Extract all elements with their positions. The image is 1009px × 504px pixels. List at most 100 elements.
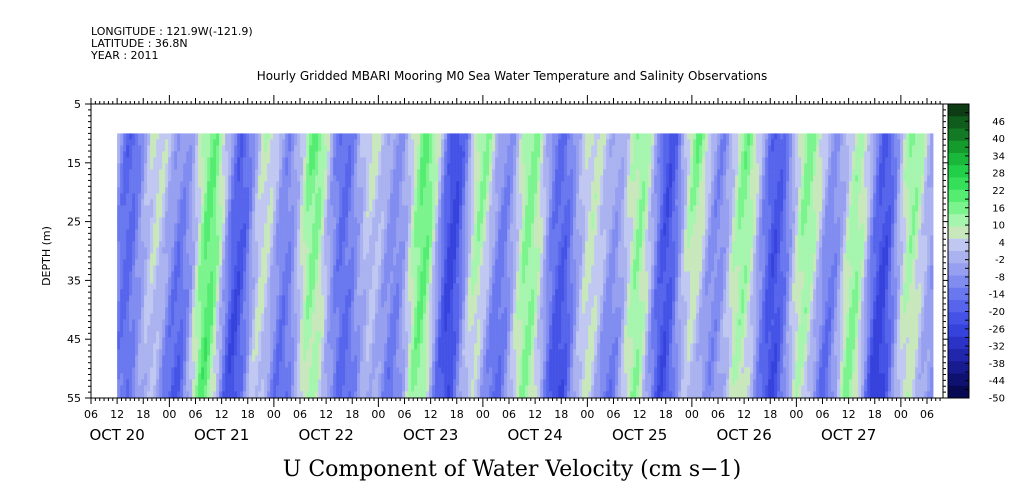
heatmap-cell-102-20 (423, 253, 427, 260)
heatmap-cell-51-22 (270, 265, 274, 272)
heatmap-cell-68-24 (321, 277, 325, 284)
heatmap-cell-49-32 (264, 325, 268, 332)
heatmap-cell-106-0 (435, 133, 439, 140)
heatmap-cell-6-25 (135, 283, 139, 290)
heatmap-cell-4-30 (129, 313, 133, 320)
heatmap-cell-23-9 (186, 187, 190, 194)
heatmap-cell-89-5 (384, 163, 388, 170)
heatmap-cell-80-36 (357, 349, 361, 356)
heatmap-cell-65-30 (312, 313, 316, 320)
heatmap-cell-50-31 (267, 319, 271, 326)
heatmap-cell-8-17 (141, 235, 145, 242)
heatmap-cell-66-6 (315, 169, 319, 176)
heatmap-cell-57-28 (288, 301, 292, 308)
heatmap-cell-76-1 (345, 139, 349, 146)
heatmap-cell-89-19 (384, 247, 388, 254)
heatmap-column-8 (141, 133, 145, 399)
heatmap-cell-33-10 (216, 193, 220, 200)
heatmap-cell-91-16 (390, 229, 394, 236)
heatmap-cell-75-30 (342, 313, 346, 320)
heatmap-cell-99-36 (414, 349, 418, 356)
heatmap-cell-60-1 (297, 139, 301, 146)
heatmap-cell-102-25 (423, 283, 427, 290)
heatmap-cell-41-17 (240, 235, 244, 242)
heatmap-cell-71-4 (330, 157, 334, 164)
heatmap-cell-16-41 (165, 379, 169, 386)
heatmap-cell-90-18 (387, 241, 391, 248)
heatmap-cell-0-36 (117, 349, 121, 356)
heatmap-cell-5-0 (132, 133, 136, 140)
heatmap-cell-32-10 (213, 193, 217, 200)
heatmap-cell-0-4 (117, 157, 121, 164)
heatmap-cell-43-25 (246, 283, 250, 290)
heatmap-cell-29-35 (204, 343, 208, 350)
heatmap-cell-97-2 (408, 145, 412, 152)
heatmap-cell-92-22 (393, 265, 397, 272)
heatmap-cell-27-8 (198, 181, 202, 188)
heatmap-cell-25-30 (192, 313, 196, 320)
heatmap-cell-102-30 (423, 313, 427, 320)
heatmap-cell-25-24 (192, 277, 196, 284)
heatmap-cell-84-27 (369, 295, 373, 302)
heatmap-cell-80-16 (357, 229, 361, 236)
heatmap-cell-91-24 (390, 277, 394, 284)
heatmap-cell-103-8 (426, 181, 430, 188)
heatmap-cell-82-37 (363, 355, 367, 362)
heatmap-cell-13-31 (156, 319, 160, 326)
heatmap-cell-1-32 (120, 325, 124, 332)
heatmap-cell-43-24 (246, 277, 250, 284)
heatmap-cell-79-16 (354, 229, 358, 236)
heatmap-cell-90-25 (387, 283, 391, 290)
heatmap-cell-90-11 (387, 199, 391, 206)
heatmap-cell-63-28 (306, 301, 310, 308)
heatmap-cell-41-42 (240, 385, 244, 392)
heatmap-cell-50-5 (267, 163, 271, 170)
heatmap-cell-103-23 (426, 271, 430, 278)
heatmap-cell-31-12 (210, 205, 214, 212)
heatmap-cell-97-19 (408, 247, 412, 254)
heatmap-cell-74-40 (339, 373, 343, 380)
heatmap-cell-10-43 (147, 391, 151, 398)
heatmap-cell-101-20 (420, 253, 424, 260)
heatmap-cell-94-4 (399, 157, 403, 164)
heatmap-cell-46-29 (255, 307, 259, 314)
heatmap-cell-39-19 (234, 247, 238, 254)
heatmap-cell-8-20 (141, 253, 145, 260)
heatmap-cell-73-33 (336, 331, 340, 338)
heatmap-cell-105-39 (432, 367, 436, 374)
heatmap-cell-64-35 (309, 343, 313, 350)
heatmap-column-52 (273, 133, 277, 399)
heatmap-cell-84-28 (369, 301, 373, 308)
heatmap-cell-54-10 (279, 193, 283, 200)
heatmap-cell-102-35 (423, 343, 427, 350)
heatmap-cell-74-38 (339, 361, 343, 368)
heatmap-cell-55-10 (282, 193, 286, 200)
heatmap-cell-43-33 (246, 331, 250, 338)
heatmap-cell-67-35 (318, 343, 322, 350)
heatmap-cell-80-15 (357, 223, 361, 230)
heatmap-cell-47-31 (258, 319, 262, 326)
heatmap-cell-0-11 (117, 199, 121, 206)
heatmap-cell-69-19 (324, 247, 328, 254)
heatmap-cell-71-34 (330, 337, 334, 344)
heatmap-cell-94-33 (399, 331, 403, 338)
heatmap-cell-49-27 (264, 295, 268, 302)
heatmap-cell-7-19 (138, 247, 142, 254)
heatmap-cell-45-31 (252, 319, 256, 326)
heatmap-cell-51-35 (270, 343, 274, 350)
heatmap-cell-42-9 (243, 187, 247, 194)
heatmap-cell-26-27 (195, 295, 199, 302)
heatmap-cell-43-29 (246, 307, 250, 314)
heatmap-cell-1-35 (120, 343, 124, 350)
heatmap-cell-21-0 (180, 133, 184, 140)
heatmap-cell-51-12 (270, 205, 274, 212)
heatmap-cell-93-41 (396, 379, 400, 386)
heatmap-cell-53-26 (276, 289, 280, 296)
heatmap-cell-58-34 (291, 337, 295, 344)
heatmap-cell-17-43 (168, 391, 172, 398)
heatmap-cell-45-13 (252, 211, 256, 218)
heatmap-cell-33-25 (216, 283, 220, 290)
heatmap-cell-97-27 (408, 295, 412, 302)
heatmap-cell-60-27 (297, 295, 301, 302)
heatmap-cell-15-14 (162, 217, 166, 224)
